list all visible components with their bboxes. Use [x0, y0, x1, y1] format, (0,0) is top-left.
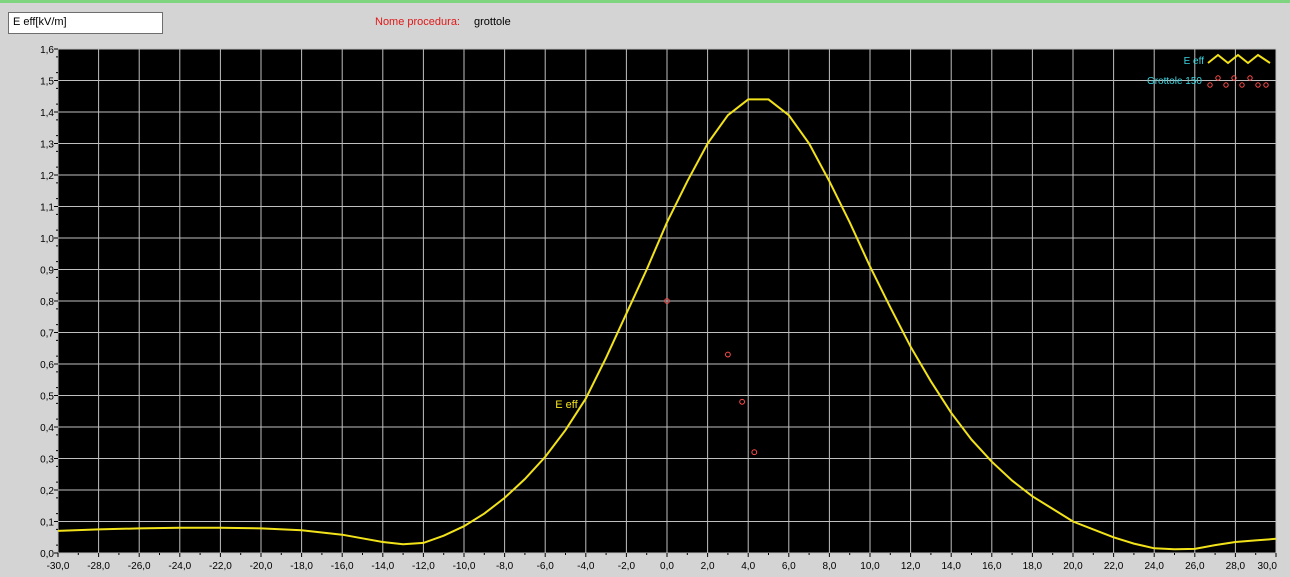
procedure-value: grottole	[474, 16, 511, 28]
field-chart[interactable]: 0,0 0,1 0,2 0,3 0,4 0,5 0,6 0,7 0,8 0,9 1,0 1,1 1,2 1…	[0, 38, 1290, 577]
x-tick-label: 16,0	[982, 561, 1002, 572]
x-tick-label: -22,0	[209, 561, 232, 572]
data-point-grottole	[751, 449, 758, 456]
x-tick-label: -18,0	[290, 561, 313, 572]
x-tick-label: -4,0	[577, 561, 595, 572]
legend-swatch-point	[1231, 75, 1237, 81]
x-tick-label: 22,0	[1104, 561, 1124, 572]
x-tick-label: -12,0	[412, 561, 435, 572]
y-tick-label: 1,5	[40, 77, 54, 88]
series-layer: E eff	[57, 98, 1277, 551]
unit-field: E eff[kV/m]	[8, 12, 163, 34]
y-tick-label: 0,7	[40, 329, 54, 340]
y-axis: 0,0 0,1 0,2 0,3 0,4 0,5 0,6 0,7 0,8 0,9 1,0 1,1 1,2 1…	[40, 45, 58, 560]
legend-swatch-point	[1207, 82, 1213, 88]
x-tick-label: -14,0	[371, 561, 394, 572]
legend-swatch-point	[1239, 82, 1245, 88]
x-axis: -30,0 -28,0 -26,0 -24,0 -22,0 -20,0 -18,0 -16,0…	[47, 553, 1278, 572]
window-top-border	[0, 0, 1290, 3]
x-tick-label: -8,0	[496, 561, 514, 572]
x-tick-label: -10,0	[453, 561, 476, 572]
y-tick-label: 0,1	[40, 518, 54, 529]
y-tick-label: 1,2	[40, 171, 54, 182]
y-tick-label: 0,0	[40, 549, 54, 560]
y-tick-label: 1,6	[40, 45, 54, 56]
legend-label-e-eff: E eff	[1184, 56, 1205, 67]
x-tick-label: -2,0	[618, 561, 636, 572]
x-tick-label: 28,0	[1226, 561, 1246, 572]
x-tick-label: 12,0	[901, 561, 921, 572]
x-tick-label: -20,0	[250, 561, 273, 572]
legend-swatch-point	[1247, 75, 1253, 81]
legend-swatch-point	[1263, 82, 1269, 88]
x-tick-label: 0,0	[660, 561, 674, 572]
legend-swatch-point	[1255, 82, 1261, 88]
y-tick-label: 0,8	[40, 297, 54, 308]
x-tick-label: -26,0	[128, 561, 151, 572]
x-tick-label: 24,0	[1144, 561, 1164, 572]
grid-lines	[57, 48, 1277, 554]
x-tick-label: 18,0	[1023, 561, 1043, 572]
y-tick-label: 0,9	[40, 266, 54, 277]
y-tick-label: 0,2	[40, 486, 54, 497]
x-tick-label: -16,0	[331, 561, 354, 572]
x-tick-label: -24,0	[168, 561, 191, 572]
data-point-grottole	[739, 398, 746, 405]
legend: E eff Grottole 150	[1147, 53, 1271, 88]
x-tick-label: -28,0	[87, 561, 110, 572]
data-point-grottole	[725, 351, 731, 358]
x-tick-label: 10,0	[860, 561, 880, 572]
x-tick-label: 20,0	[1063, 561, 1083, 572]
x-tick-label: 8,0	[822, 561, 836, 572]
y-tick-label: 1,1	[40, 203, 54, 214]
data-point-grottole	[664, 298, 670, 304]
x-tick-label: 14,0	[941, 561, 961, 572]
series-line-e-eff	[57, 98, 1277, 551]
y-tick-label: 1,4	[40, 108, 54, 119]
y-tick-label: 0,3	[40, 455, 54, 466]
y-tick-label: 1,0	[40, 234, 54, 245]
legend-swatch-point	[1223, 82, 1229, 88]
y-tick-label: 1,3	[40, 140, 54, 151]
legend-swatch-line	[1207, 53, 1271, 65]
legend-swatch-point	[1215, 75, 1221, 81]
x-tick-label: -6,0	[537, 561, 555, 572]
x-tick-label: 2,0	[701, 561, 715, 572]
y-tick-label: 0,6	[40, 360, 54, 371]
x-tick-label: 30,0	[1258, 561, 1278, 572]
legend-label-grottole: Grottole 150	[1147, 76, 1202, 87]
series-inline-label: E eff	[555, 399, 578, 411]
y-tick-label: 0,4	[40, 423, 54, 434]
x-tick-label: 26,0	[1185, 561, 1205, 572]
y-tick-label: 0,5	[40, 392, 54, 403]
procedure-label: Nome procedura:	[375, 16, 460, 28]
x-tick-label: -30,0	[47, 561, 70, 572]
x-tick-label: 6,0	[782, 561, 796, 572]
x-tick-label: 4,0	[741, 561, 755, 572]
